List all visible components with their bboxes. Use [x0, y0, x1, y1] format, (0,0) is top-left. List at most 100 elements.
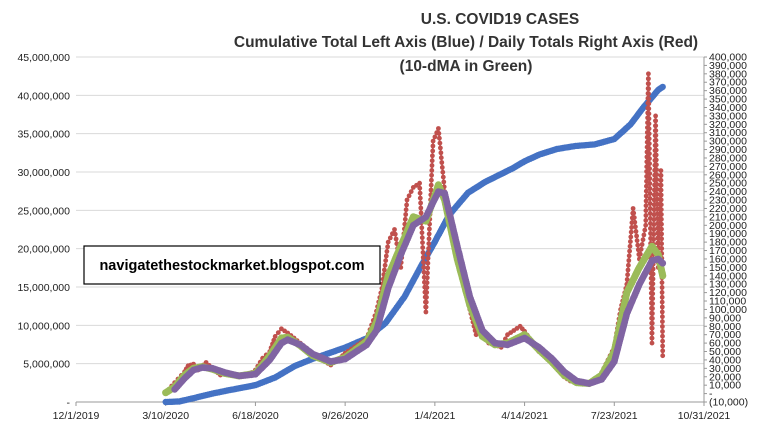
left-axis-tick-label: 5,000,000	[23, 359, 70, 371]
right-axis-tick-label: (10,000)	[709, 397, 748, 409]
daily-data-point	[647, 191, 653, 196]
right-axis-tick-label: 290,000	[709, 144, 747, 156]
right-axis-tick-label: 220,000	[709, 203, 747, 215]
daily-data-point	[425, 260, 431, 266]
daily-data-point	[659, 231, 664, 237]
daily-data-point	[631, 215, 637, 221]
daily-data-point	[659, 304, 665, 310]
daily-data-point	[640, 237, 646, 243]
daily-data-point	[646, 136, 652, 142]
daily-data-point	[629, 225, 634, 230]
daily-data-point	[659, 236, 664, 242]
right-axis-tick-label: 70,000	[709, 329, 741, 341]
daily-data-point	[420, 255, 426, 260]
right-axis-tick-label: 150,000	[709, 262, 747, 274]
daily-data-point	[425, 251, 431, 256]
daily-data-point	[650, 271, 656, 277]
daily-data-point	[438, 155, 444, 161]
right-axis-tick-label: 280,000	[709, 152, 747, 164]
daily-data-point	[424, 294, 429, 300]
daily-data-point	[430, 153, 435, 159]
daily-data-point	[646, 111, 652, 117]
daily-data-point	[387, 235, 393, 241]
daily-data-point	[660, 324, 665, 329]
daily-data-point	[438, 150, 444, 156]
daily-data-point	[417, 190, 423, 196]
daily-data-point	[646, 101, 652, 107]
daily-data-point	[654, 162, 659, 168]
daily-data-point	[429, 163, 435, 168]
daily-data-point	[647, 156, 652, 162]
right-axis-tick-label: 210,000	[709, 211, 747, 223]
daily-data-point	[658, 168, 664, 174]
ma10-series-point	[659, 272, 667, 280]
daily-data-point	[421, 260, 426, 265]
right-axis-tick-label: 30,000	[709, 363, 741, 375]
right-axis-tick-label: 100,000	[709, 304, 747, 316]
daily-data-point	[430, 143, 436, 149]
daily-data-point	[424, 290, 430, 295]
right-axis-tick-label: 160,000	[709, 253, 747, 265]
right-axis-tick-label: 370,000	[709, 77, 747, 89]
daily-data-point	[403, 207, 409, 213]
daily-data-point	[646, 141, 652, 147]
daily-data-point	[438, 145, 443, 151]
daily-data-point	[437, 140, 443, 146]
daily-data-point	[647, 171, 653, 177]
right-axis-tick-label: 20,000	[709, 371, 741, 383]
daily-data-point	[428, 187, 434, 193]
daily-data-point	[627, 243, 633, 249]
daily-data-point	[659, 280, 665, 285]
daily-data-point	[649, 330, 655, 336]
right-axis-tick-label: 240,000	[709, 186, 747, 198]
daily-data-point	[426, 231, 432, 237]
right-axis-tick-label: 60,000	[709, 338, 741, 350]
daily-data-point	[383, 253, 389, 259]
daily-data-point	[647, 196, 653, 201]
right-axis-tick-label: 140,000	[709, 270, 747, 282]
daily-data-point	[426, 241, 432, 247]
daily-data-point	[417, 195, 423, 201]
daily-data-point	[429, 172, 434, 178]
left-axis-tick-label: -	[67, 397, 71, 409]
daily-data-point	[659, 294, 665, 300]
daily-data-point	[473, 332, 479, 338]
daily-data-point	[654, 167, 659, 173]
gridlines	[76, 56, 704, 403]
daily-data-point	[385, 239, 391, 245]
daily-data-point	[659, 241, 664, 247]
right-axis-tick-label: 310,000	[709, 127, 747, 139]
right-axis-tick-label: 300,000	[709, 136, 747, 148]
cumulative-series	[162, 83, 666, 406]
daily-data-point	[392, 231, 398, 237]
right-axis-tick-label: 40,000	[709, 354, 741, 366]
daily-data-point	[653, 142, 659, 148]
right-axis-tick-label: 320,000	[709, 119, 747, 131]
daily-data-point	[651, 227, 657, 232]
daily-data-point	[418, 210, 424, 216]
daily-data-point	[625, 272, 630, 278]
daily-data-point	[643, 218, 649, 223]
left-axis-tick-label: 15,000,000	[17, 282, 70, 294]
chart-subtitle-2: (10-dMA in Green)	[400, 58, 533, 75]
daily-data-point	[651, 232, 657, 237]
daily-data-point	[424, 280, 430, 286]
daily-data-point	[647, 146, 652, 152]
daily-data-point	[643, 188, 649, 194]
daily-data-point	[635, 242, 641, 248]
daily-data-point	[425, 270, 430, 276]
daily-data-point	[630, 206, 636, 211]
right-axis-tick-label: 50,000	[709, 346, 741, 358]
left-axis-tick-label: 45,000,000	[17, 52, 70, 64]
x-axis-tick-label: 6/18/2020	[232, 410, 279, 422]
x-axis-tick-label: 3/10/2020	[142, 410, 189, 422]
daily-data-point	[404, 202, 409, 208]
daily-data-point	[660, 343, 665, 349]
right-axis-tick-label: 180,000	[709, 237, 747, 249]
daily-data-point	[660, 329, 665, 334]
daily-data-point	[658, 202, 664, 208]
daily-data-point	[423, 309, 429, 315]
daily-data-point	[658, 187, 664, 193]
daily-data-point	[420, 240, 425, 246]
